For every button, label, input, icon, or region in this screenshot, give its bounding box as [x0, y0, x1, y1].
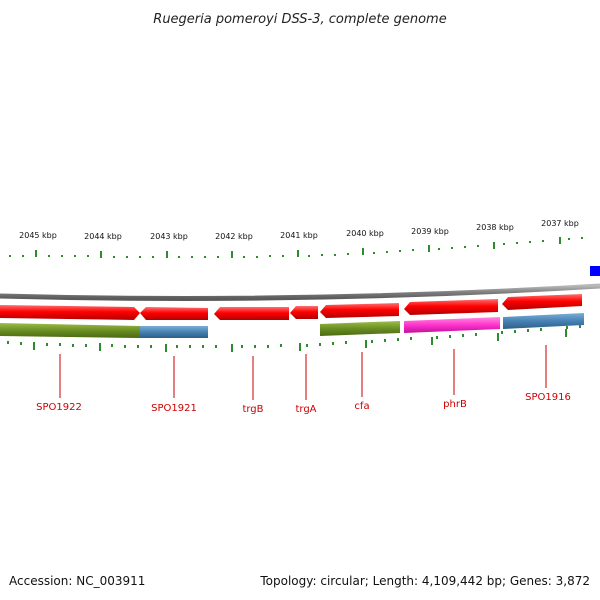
kbp-label: 2038 kbp: [476, 223, 514, 232]
gene-arrow: [502, 294, 582, 310]
accession-text: Accession: NC_003911: [9, 574, 146, 588]
upper-ticks: [9, 237, 583, 258]
kbp-label: 2037 kbp: [541, 219, 579, 228]
lower-ticks: [7, 325, 581, 352]
category-bar-blue: [140, 326, 208, 338]
label-leaders: [59, 345, 547, 400]
gene-label: phrB: [443, 399, 467, 410]
kbp-label: 2042 kbp: [215, 232, 253, 241]
gene-labels: SPO1922 SPO1921 trgB trgA cfa phrB SPO19…: [36, 392, 571, 415]
kbp-label: 2043 kbp: [150, 232, 188, 241]
gene-arrow: [290, 306, 318, 319]
gene-label: trgA: [295, 404, 316, 415]
gene-label: SPO1916: [525, 392, 571, 403]
gene-label: cfa: [354, 401, 369, 412]
category-bar-magenta: [404, 317, 500, 333]
genome-backbone: [0, 283, 600, 301]
gene-arrow: [320, 303, 399, 318]
gene-label: trgB: [242, 404, 263, 415]
category-bar-blue: [503, 313, 584, 329]
gene-arrow: [140, 307, 208, 320]
gene-arrow: [404, 299, 498, 315]
category-bar-olive: [0, 323, 140, 338]
forward-genes: [0, 294, 582, 320]
category-bar-olive: [320, 321, 400, 336]
kbp-scale: 2045 kbp 2044 kbp 2043 kbp 2042 kbp 2041…: [19, 219, 579, 241]
gene-label: SPO1922: [36, 402, 82, 413]
kbp-label: 2045 kbp: [19, 231, 57, 240]
gene-arrow: [0, 305, 140, 320]
map-title: Ruegeria pomeroyi DSS-3, complete genome: [153, 12, 446, 27]
edge-feature: [590, 266, 600, 276]
kbp-label: 2040 kbp: [346, 229, 384, 238]
gene-label: SPO1921: [151, 403, 197, 414]
kbp-label: 2044 kbp: [84, 232, 122, 241]
category-bars: [0, 313, 584, 338]
topology-text: Topology: circular; Length: 4,109,442 bp…: [260, 574, 590, 588]
gene-arrow: [214, 307, 289, 320]
kbp-label: 2039 kbp: [411, 227, 449, 236]
kbp-label: 2041 kbp: [280, 231, 318, 240]
